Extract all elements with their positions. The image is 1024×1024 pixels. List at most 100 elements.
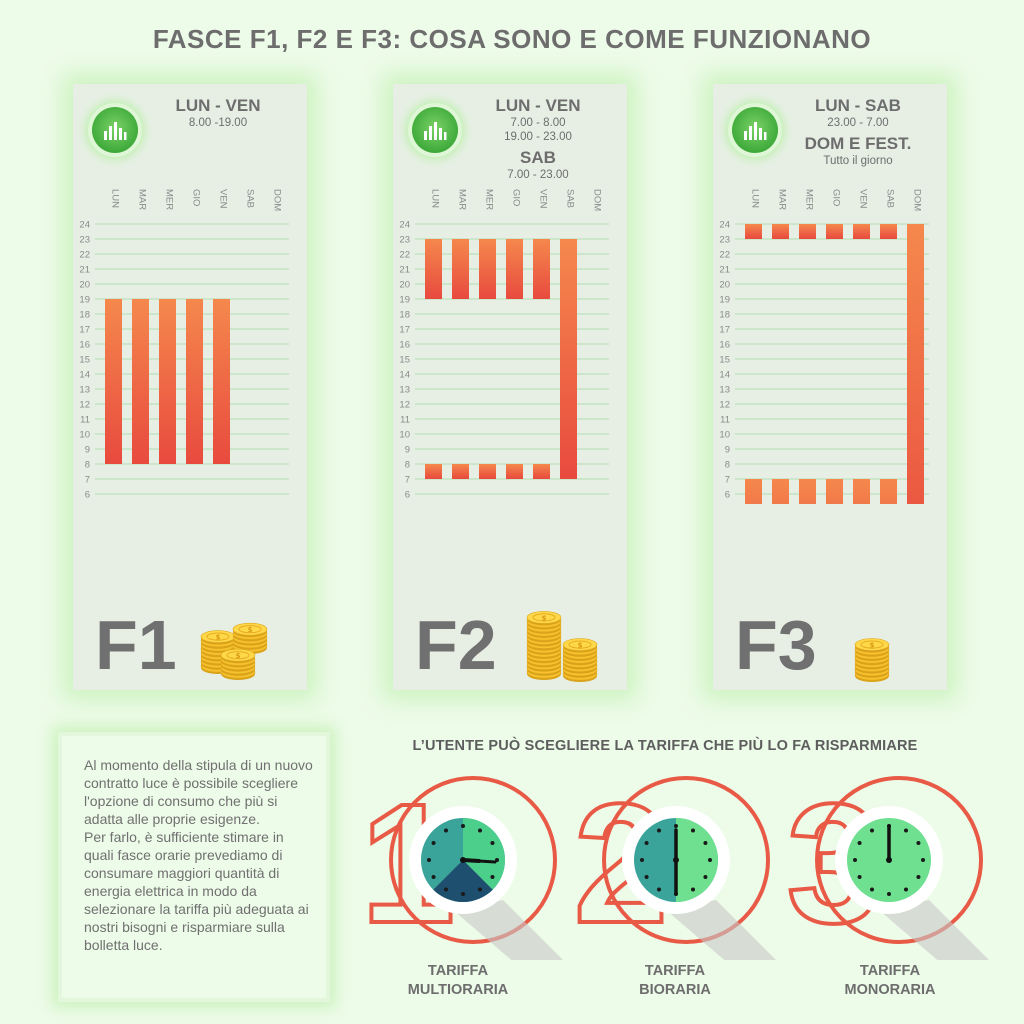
band-label: F3 [735, 606, 817, 684]
y-tick-label: 15 [399, 355, 410, 366]
header-days: SAB [520, 148, 556, 167]
tariff-label-bioraria: TARIFFA BIORARIA [585, 962, 765, 1000]
coin-illustration: $ $ $ [200, 622, 268, 680]
clock-tick [657, 828, 661, 833]
y-tick-label: 16 [399, 340, 410, 351]
x-tick-label: VEN [218, 189, 229, 209]
clock-tick [490, 841, 495, 845]
clock-tick [904, 828, 908, 833]
y-tick-label: 8 [85, 460, 90, 471]
hours-bar [452, 239, 469, 299]
x-tick-label: MAR [457, 189, 468, 210]
hours-bar [533, 239, 550, 299]
hours-bar [159, 299, 176, 464]
y-tick-label: 22 [719, 250, 730, 261]
hours-bar [907, 224, 924, 504]
clock-tick [478, 887, 482, 892]
clock-tick [703, 841, 708, 845]
clock-tick [870, 887, 874, 892]
y-tick-label: 21 [399, 265, 410, 276]
x-tick-label: GIO [511, 189, 522, 206]
clock-sector [433, 860, 493, 902]
clock-tick [904, 887, 908, 892]
coin [220, 648, 256, 662]
panel-f2: LUN - VEN 7.00 - 8.00 19.00 - 23.00 SAB 7.00… [393, 84, 627, 690]
y-tick-label: 20 [399, 280, 410, 291]
header-days: LUN - VEN [495, 96, 581, 115]
clock-tick [431, 875, 436, 879]
coin [562, 638, 598, 651]
band-label: F2 [415, 606, 497, 684]
header-hours: 23.00 - 7.00 [827, 117, 889, 129]
y-tick-label: 16 [79, 340, 90, 351]
header-hours: Tutto il giorno [823, 155, 893, 167]
header-days: DOM E FEST. [804, 134, 912, 153]
y-tick-label: 7 [85, 475, 90, 486]
y-tick-label: 17 [79, 325, 90, 336]
clock-tick [921, 858, 925, 862]
clock-tick [461, 892, 465, 896]
x-tick-label: GIO [831, 189, 842, 206]
coin-symbol: $ [236, 652, 241, 660]
band-label: F1 [95, 606, 177, 684]
hours-bar [105, 299, 122, 464]
y-tick-label: 7 [725, 475, 730, 486]
hours-bar [826, 224, 843, 239]
tariff-graphic: 2 [572, 767, 776, 960]
panel-header: LUN - VEN 8.00 -19.00 [143, 96, 293, 130]
y-tick-label: 19 [399, 295, 410, 306]
x-tick-label: MER [164, 189, 175, 210]
y-tick-label: 14 [79, 370, 90, 381]
tariff-label-line2: BIORARIA [639, 982, 711, 998]
clock-tick [444, 887, 448, 892]
hours-chart: 0123456789101112131415161718192021222324… [399, 189, 609, 501]
hours-bar [772, 479, 789, 504]
clock-center [673, 857, 679, 863]
tariff-label-line2: MONORARIA [844, 982, 936, 998]
hours-bar [745, 224, 762, 239]
y-tick-label: 22 [399, 250, 410, 261]
clock-tick [674, 824, 678, 828]
clock-tick [857, 875, 862, 879]
y-tick-label: 24 [79, 220, 90, 231]
y-tick-label: 14 [719, 370, 730, 381]
header-hours: 7.00 - 8.00 [510, 117, 566, 129]
y-tick-label: 13 [399, 385, 410, 396]
header-hours: 19.00 - 23.00 [504, 131, 572, 143]
y-tick-label: 10 [719, 430, 730, 441]
clock-tick [431, 841, 436, 845]
clock-tick [916, 875, 921, 879]
coin-symbol: $ [578, 642, 583, 650]
x-tick-label: MER [484, 189, 495, 210]
hours-bar [506, 464, 523, 479]
bar-chart-icon [92, 107, 138, 153]
x-tick-label: SAB [885, 189, 896, 208]
y-tick-label: 9 [725, 445, 730, 456]
clock-shadow [453, 900, 563, 960]
orange-ring [602, 776, 770, 944]
coin-stack-icon: $ [562, 638, 598, 682]
y-tick-label: 7 [405, 475, 410, 486]
y-tick-label: 18 [399, 310, 410, 321]
clock-tick [887, 892, 891, 896]
x-tick-label: LUN [110, 189, 121, 208]
tariff-label-line1: TARIFFA [859, 963, 921, 979]
coin-stack-icon: $ [220, 648, 256, 680]
clock-tick [478, 828, 482, 833]
clock-tick [691, 887, 695, 892]
y-tick-label: 24 [399, 220, 410, 231]
y-tick-label: 24 [719, 220, 730, 231]
clock-sector [676, 818, 718, 902]
y-tick-label: 23 [719, 235, 730, 246]
hours-bar [826, 479, 843, 504]
y-tick-label: 17 [399, 325, 410, 336]
bar-chart-icon [412, 107, 458, 153]
x-tick-label: VEN [858, 189, 869, 209]
hours-bar [560, 239, 577, 479]
hours-bar [799, 479, 816, 504]
y-tick-label: 21 [719, 265, 730, 276]
header-days: LUN - VEN [175, 96, 261, 115]
coin-symbol: $ [216, 634, 221, 642]
coin [854, 638, 890, 651]
